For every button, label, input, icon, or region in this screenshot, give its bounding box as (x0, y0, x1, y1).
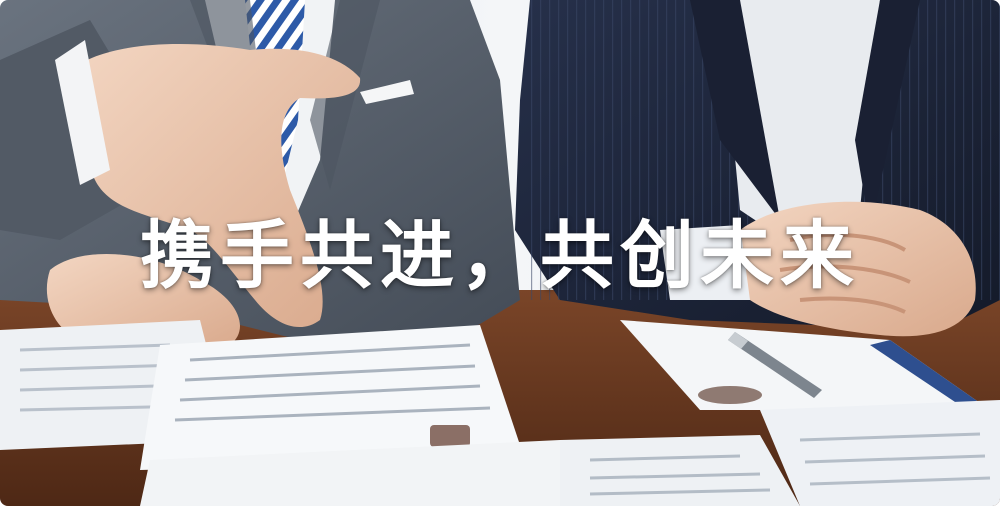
document-bottom (140, 440, 575, 506)
document-center (140, 325, 525, 470)
left-hand (70, 44, 361, 328)
pen-icon (728, 332, 822, 398)
documents (0, 320, 1000, 506)
headline-text: 携手共进，共创未来 (140, 213, 860, 299)
document-far-right (760, 400, 1000, 506)
document-right-bottom (560, 435, 800, 506)
